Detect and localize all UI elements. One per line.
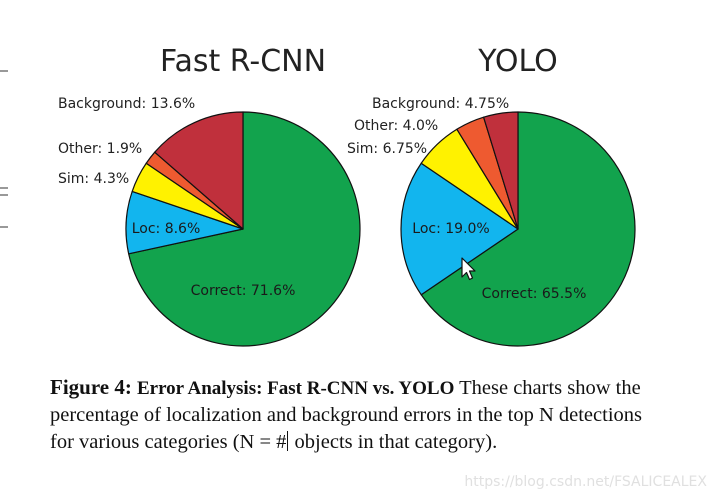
figure-label: Figure 4: [50, 375, 132, 399]
slice-label-sim: Sim: 4.3% [58, 171, 129, 187]
pie-chart-fast-rcnn: Fast R-CNN Correct: 71.6% Loc: 8.6% Sim:… [58, 44, 361, 347]
pie-slice-background [154, 111, 244, 230]
slice-label-background: Background: 13.6% [58, 96, 195, 112]
slice-label-correct: Correct: 71.6% [191, 283, 296, 299]
slice-label-correct: Correct: 65.5% [482, 286, 587, 302]
slice-label-loc: Loc: 19.0% [412, 221, 489, 237]
slice-labels: Correct: 71.6% Loc: 8.6% Sim: 4.3% Other… [58, 96, 295, 299]
slice-label-loc: Loc: 8.6% [132, 221, 201, 237]
slice-labels: Correct: 65.5% Loc: 19.0% Sim: 6.75% Oth… [347, 96, 586, 302]
mouse-pointer-icon [461, 257, 476, 281]
pie-slices [400, 111, 636, 347]
text-cursor [287, 431, 289, 451]
pie-slice-correct [128, 111, 361, 347]
pie-slice-loc [400, 162, 519, 296]
caption-body: These charts show the percentage of loca… [50, 377, 642, 453]
pie-chart-yolo: YOLO Correct: 65.5% Loc: 19.0% Sim: 6.75… [347, 44, 636, 347]
caption-lead: Error Analysis: Fast R-CNN vs. YOLO [136, 378, 455, 399]
figure-caption: Figure 4: Error Analysis: Fast R-CNN vs.… [50, 374, 650, 456]
pie-slices [125, 111, 361, 347]
caption-body-end: objects in that category). [289, 431, 498, 453]
slice-label-other: Other: 1.9% [58, 141, 142, 157]
pie-slice-background [483, 111, 519, 230]
chart-title: YOLO [477, 44, 558, 79]
slice-label-other: Other: 4.0% [354, 118, 438, 134]
slice-label-background: Background: 4.75% [372, 96, 509, 112]
watermark: https://blog.csdn.net/FSALICEALEX [464, 474, 707, 490]
pie-slice-correct [420, 111, 636, 347]
chart-title: Fast R-CNN [160, 44, 326, 79]
slice-label-sim: Sim: 6.75% [347, 141, 427, 157]
